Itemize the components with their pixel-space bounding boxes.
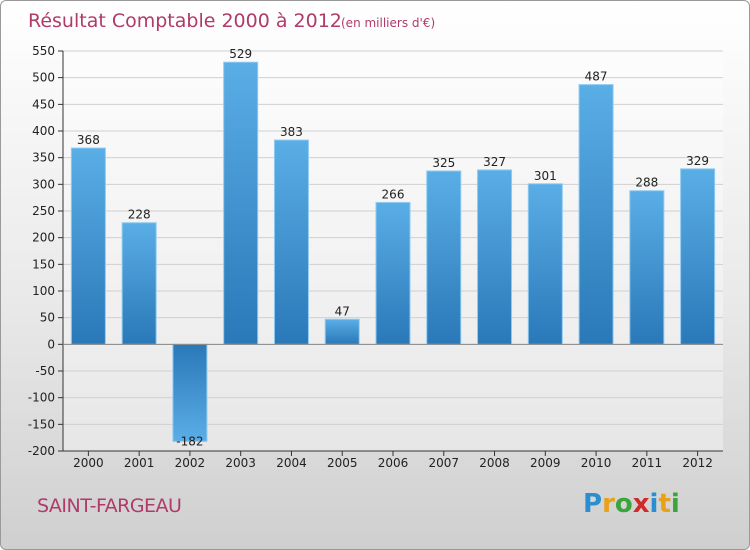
proxiti-logo[interactable]: Proxiti <box>583 489 680 519</box>
value-label-2004: 383 <box>280 125 303 139</box>
x-tick-label-2011: 2011 <box>632 456 663 470</box>
value-label-2001: 228 <box>128 208 151 222</box>
x-tick-label-2012: 2012 <box>682 456 713 470</box>
value-label-2012: 329 <box>686 154 709 168</box>
y-tick-label: 350 <box>32 151 55 165</box>
bar-2003 <box>223 61 259 345</box>
y-tick-label: 0 <box>47 337 55 351</box>
y-tick-label: 300 <box>32 177 55 191</box>
value-label-2006: 266 <box>382 187 405 201</box>
value-labels: 368 228 -182 529 383 47 266 325 327 301 487 288 329 <box>77 47 709 448</box>
value-label-2005: 47 <box>335 304 350 318</box>
logo-letter: x <box>632 489 650 519</box>
x-tick-label-2003: 2003 <box>225 456 256 470</box>
x-tick-label-2005: 2005 <box>327 456 358 470</box>
bar-2010 <box>578 84 614 345</box>
x-tick-label-2001: 2001 <box>124 456 155 470</box>
logo-letter: t <box>658 489 671 519</box>
y-tick-label: -50 <box>35 364 55 378</box>
x-tick-label-2004: 2004 <box>276 456 307 470</box>
logo-letter: P <box>583 489 603 519</box>
x-axis-ticks: 2000 2001 2002 2003 2004 2005 2006 2007 2008 2009… <box>73 451 713 470</box>
bar-2004 <box>273 139 309 345</box>
value-label-2008: 327 <box>483 155 506 169</box>
y-tick-label: 400 <box>32 124 55 138</box>
y-tick-label: 250 <box>32 204 55 218</box>
y-tick-label: -150 <box>28 417 55 431</box>
x-tick-label-2000: 2000 <box>73 456 104 470</box>
x-tick-label-2006: 2006 <box>378 456 409 470</box>
y-tick-label: 150 <box>32 257 55 271</box>
logo-letter: i <box>670 489 680 519</box>
value-label-2011: 288 <box>635 176 658 190</box>
y-tick-label: 550 <box>32 44 55 58</box>
y-tick-label: 500 <box>32 71 55 85</box>
y-tick-label: 100 <box>32 284 55 298</box>
y-tick-label: 200 <box>32 231 55 245</box>
value-label-2003: 529 <box>229 47 252 61</box>
y-axis-ticks: 550500450400350300250200150100500-50-100… <box>28 44 63 458</box>
y-tick-label: 50 <box>40 311 55 325</box>
value-label-2002: -182 <box>176 434 203 448</box>
y-tick-label: -200 <box>28 444 55 458</box>
value-label-2009: 301 <box>534 169 557 183</box>
bar-2002 <box>172 343 208 442</box>
value-label-2000: 368 <box>77 133 100 147</box>
chart-subtitle: (en milliers d'€) <box>341 16 435 30</box>
y-tick-label: 450 <box>32 97 55 111</box>
bar-2009 <box>527 183 563 345</box>
x-tick-label-2007: 2007 <box>428 456 459 470</box>
x-tick-label-2010: 2010 <box>581 456 612 470</box>
bar-2001 <box>121 222 157 345</box>
town-name: SAINT-FARGEAU <box>37 495 182 517</box>
bar-2012 <box>680 168 716 345</box>
x-tick-label-2009: 2009 <box>530 456 561 470</box>
bar-2011 <box>629 190 665 345</box>
y-tick-label: -100 <box>28 391 55 405</box>
value-label-2010: 487 <box>585 70 608 84</box>
value-label-2007: 325 <box>432 156 455 170</box>
bar-2000 <box>70 147 106 345</box>
x-tick-label-2002: 2002 <box>175 456 206 470</box>
logo-letter: r <box>602 489 615 519</box>
bars <box>70 61 716 442</box>
x-tick-label-2008: 2008 <box>479 456 510 470</box>
logo-letter: i <box>649 489 659 519</box>
logo-letter: o <box>614 489 633 519</box>
bar-2008 <box>477 169 513 345</box>
bar-2007 <box>426 170 462 345</box>
bar-2006 <box>375 201 411 345</box>
chart-title: Résultat Comptable 2000 à 2012 <box>28 10 342 32</box>
bar-2005 <box>324 318 360 345</box>
